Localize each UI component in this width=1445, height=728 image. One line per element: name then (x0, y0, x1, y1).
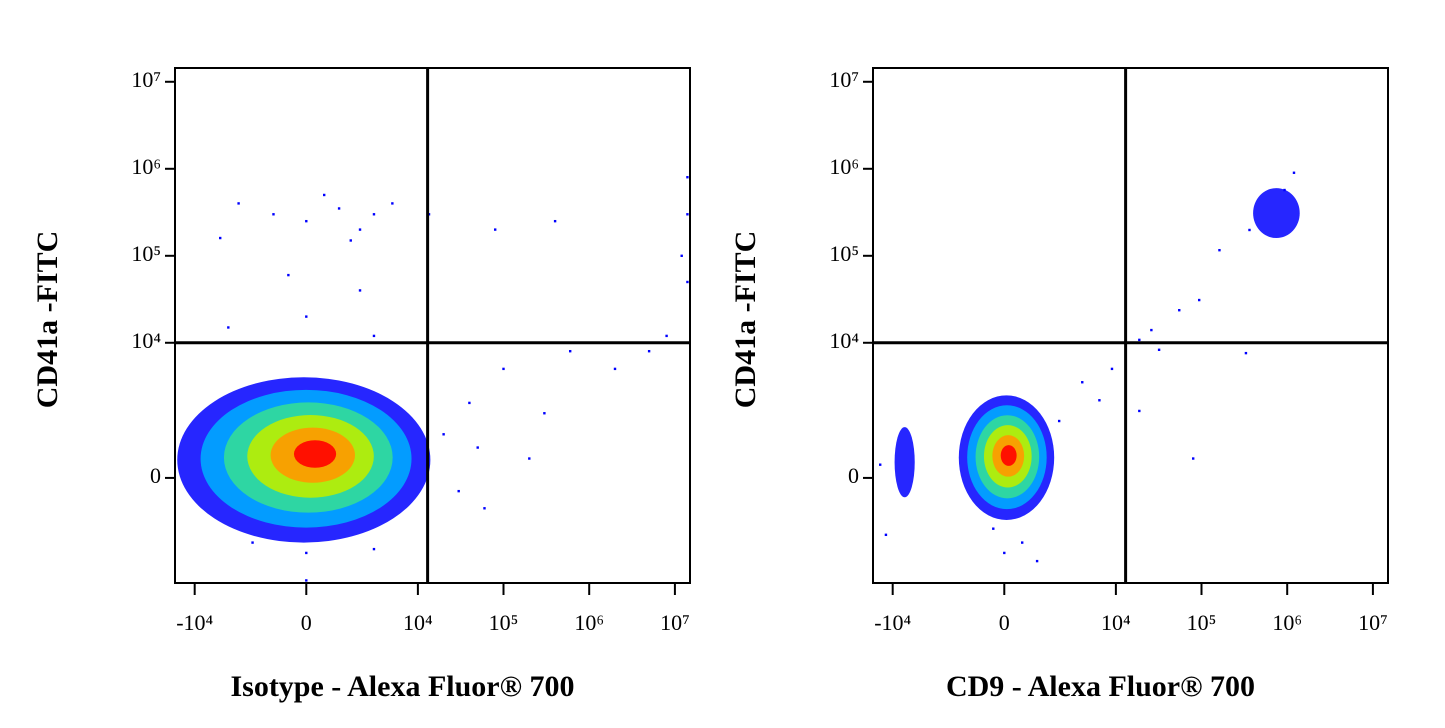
event-dot (884, 533, 888, 537)
event-dot (305, 219, 308, 223)
event-dot (305, 315, 308, 318)
event-dot (476, 446, 479, 449)
event-dot (647, 349, 651, 353)
event-dot (322, 193, 326, 197)
event-dot (442, 433, 445, 436)
y-axis-label: CD41a -FITC (729, 231, 762, 409)
event-dot (251, 541, 254, 544)
event-dot (272, 213, 275, 216)
event-dot (553, 219, 557, 223)
event-dot (305, 551, 308, 555)
event-dot (372, 547, 376, 551)
plot-frame (174, 67, 691, 584)
event-dot (1057, 419, 1061, 423)
density-level (1000, 445, 1017, 466)
event-dot (528, 457, 531, 460)
y-tick-label: 10⁶ (131, 154, 161, 179)
event-dot (686, 280, 689, 284)
event-dot (349, 239, 352, 242)
y-tick-label: 10⁵ (131, 241, 161, 266)
y-tick-label: 10⁷ (829, 67, 859, 92)
event-dot (1110, 367, 1114, 371)
y-tick-label: 10⁵ (829, 241, 859, 266)
density-level (1253, 188, 1300, 239)
panel: -10⁴ 0 10⁴ 10⁵ 10⁶ 10⁷ 0 10⁴ 10⁵ 10⁶ 10⁷ Isotype - … (31, 67, 691, 703)
event-dot (391, 202, 394, 205)
x-tick-label: 0 (999, 610, 1010, 635)
event-dot (1292, 171, 1296, 174)
density-level (894, 427, 915, 498)
event-dot (1003, 551, 1006, 555)
event-dot (613, 367, 617, 371)
event-dot (1035, 559, 1039, 563)
event-dot (1150, 328, 1153, 332)
x-tick-label: 10⁵ (489, 610, 519, 635)
event-dot (237, 202, 240, 205)
event-dot (483, 507, 486, 510)
y-tick-label: 10⁷ (131, 67, 161, 92)
event-dot (1191, 457, 1195, 460)
event-dot (358, 228, 362, 231)
event-dot (568, 349, 572, 353)
x-tick-label: 10⁴ (403, 610, 433, 635)
event-dot (680, 254, 683, 257)
event-dot (1138, 338, 1141, 342)
event-dot (1098, 399, 1101, 402)
event-dot (337, 207, 341, 210)
event-dot (493, 228, 497, 231)
y-tick-label: 10⁴ (829, 328, 859, 353)
x-tick-label: 10⁵ (1187, 610, 1217, 635)
density-level (293, 440, 337, 468)
event-dot (1283, 188, 1286, 192)
event-dot (686, 213, 689, 216)
x-tick-label: -10⁴ (176, 610, 213, 635)
event-dot (358, 289, 362, 292)
y-tick-label: 10⁴ (131, 328, 161, 353)
x-axis-label: CD9 - Alexa Fluor® 700 (946, 670, 1255, 703)
event-dot (502, 367, 505, 371)
y-axis-label: CD41a -FITC (31, 231, 64, 409)
x-tick-label: 10⁷ (660, 610, 690, 635)
event-dot (1244, 351, 1248, 355)
event-dot (457, 489, 460, 493)
event-dot (372, 213, 376, 216)
y-tick-label: 0 (150, 463, 161, 488)
event-dot (227, 326, 230, 329)
event-dot (686, 176, 689, 179)
x-tick-label: 10⁶ (574, 610, 604, 635)
event-dot (219, 236, 222, 240)
x-tick-label: -10⁴ (874, 610, 911, 635)
x-tick-label: 10⁶ (1272, 610, 1302, 635)
y-tick-label: 10⁶ (829, 154, 859, 179)
plot-frame (872, 67, 1389, 584)
event-dot (1197, 298, 1201, 302)
event-dot (665, 334, 668, 338)
event-dot (1138, 409, 1141, 413)
x-tick-label: 10⁴ (1101, 610, 1131, 635)
event-dot (1020, 541, 1024, 544)
event-dot (468, 401, 471, 405)
x-axis-label: Isotype - Alexa Fluor® 700 (230, 670, 574, 703)
event-dot (1081, 381, 1084, 384)
event-dot (287, 273, 290, 277)
event-dot (372, 334, 376, 338)
panel: -10⁴ 0 10⁴ 10⁵ 10⁶ 10⁷ 0 10⁴ 10⁵ 10⁶ 10⁷ CD9 - Alex… (729, 67, 1389, 703)
x-tick-label: 0 (301, 610, 312, 635)
event-dot (543, 412, 546, 415)
event-dot (305, 579, 308, 582)
event-dot (1178, 308, 1181, 312)
x-tick-label: 10⁷ (1358, 610, 1388, 635)
event-dot (879, 463, 882, 466)
event-dot (1218, 248, 1221, 252)
event-dot (992, 527, 995, 530)
event-dot (1248, 228, 1251, 232)
y-tick-label: 0 (848, 463, 859, 488)
event-dot (1157, 348, 1161, 352)
